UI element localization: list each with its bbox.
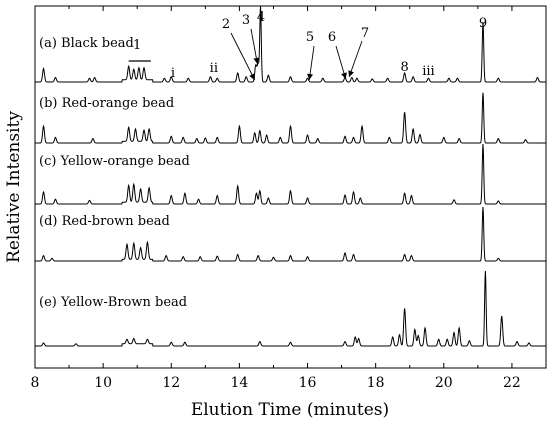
x-tick-label: 20 <box>435 375 453 391</box>
trace-5 <box>35 270 546 347</box>
chromatogram-traces <box>35 6 546 347</box>
trace-1 <box>35 6 546 83</box>
annotation-7: 7 <box>361 26 369 41</box>
x-tick-label: 8 <box>31 375 40 391</box>
x-tick-label: 16 <box>299 375 317 391</box>
x-tick-label: 12 <box>162 375 180 391</box>
plot-frame <box>34 5 547 369</box>
annotation-arrow-2 <box>230 32 256 81</box>
annotation-1: 1 <box>133 38 141 53</box>
annotation-9: 9 <box>479 16 487 31</box>
x-tick-label: 18 <box>367 375 385 391</box>
annotation-arrowhead-2 <box>249 73 255 80</box>
x-tick-label: 10 <box>94 375 112 391</box>
trace-3 <box>35 143 546 205</box>
annotation-arrowhead-3 <box>253 57 260 64</box>
annotation-arrowhead-5 <box>307 73 313 80</box>
annotation-8: 8 <box>400 60 408 75</box>
x-tick-label: 22 <box>503 375 521 391</box>
annotation-6: 6 <box>328 30 336 45</box>
x-axis-ticks: 8 10 12 14 16 18 20 22 <box>31 6 547 391</box>
series-label-4: (d) Red-brown bead <box>39 214 170 229</box>
series-labels: (a) Black bead (b) Red-orange bead (c) Yel… <box>39 36 190 310</box>
trace-4 <box>35 206 546 262</box>
annotation-4: 4 <box>257 10 265 25</box>
annotation-ii: ii <box>210 61 218 76</box>
annotation-2: 2 <box>222 17 230 32</box>
annotation-5: 5 <box>306 30 314 45</box>
annotation-i: i <box>171 66 175 81</box>
trace-2 <box>35 92 546 144</box>
annotation-arrow-7 <box>348 40 363 78</box>
x-axis-label: Elution Time (minutes) <box>191 400 389 420</box>
series-label-1: (a) Black bead <box>39 36 134 51</box>
y-axis-label: Relative Intensity <box>4 111 24 263</box>
x-tick-label: 14 <box>230 375 248 391</box>
annotation-arrowhead-7 <box>348 70 354 77</box>
series-label-2: (b) Red-orange bead <box>39 96 174 111</box>
annotation-arrowhead-6 <box>341 72 347 79</box>
series-label-3: (c) Yellow-orange bead <box>39 154 190 169</box>
annotation-iii: iii <box>422 64 434 79</box>
series-label-5: (e) Yellow-Brown bead <box>39 295 187 310</box>
annotation-3: 3 <box>242 13 250 28</box>
